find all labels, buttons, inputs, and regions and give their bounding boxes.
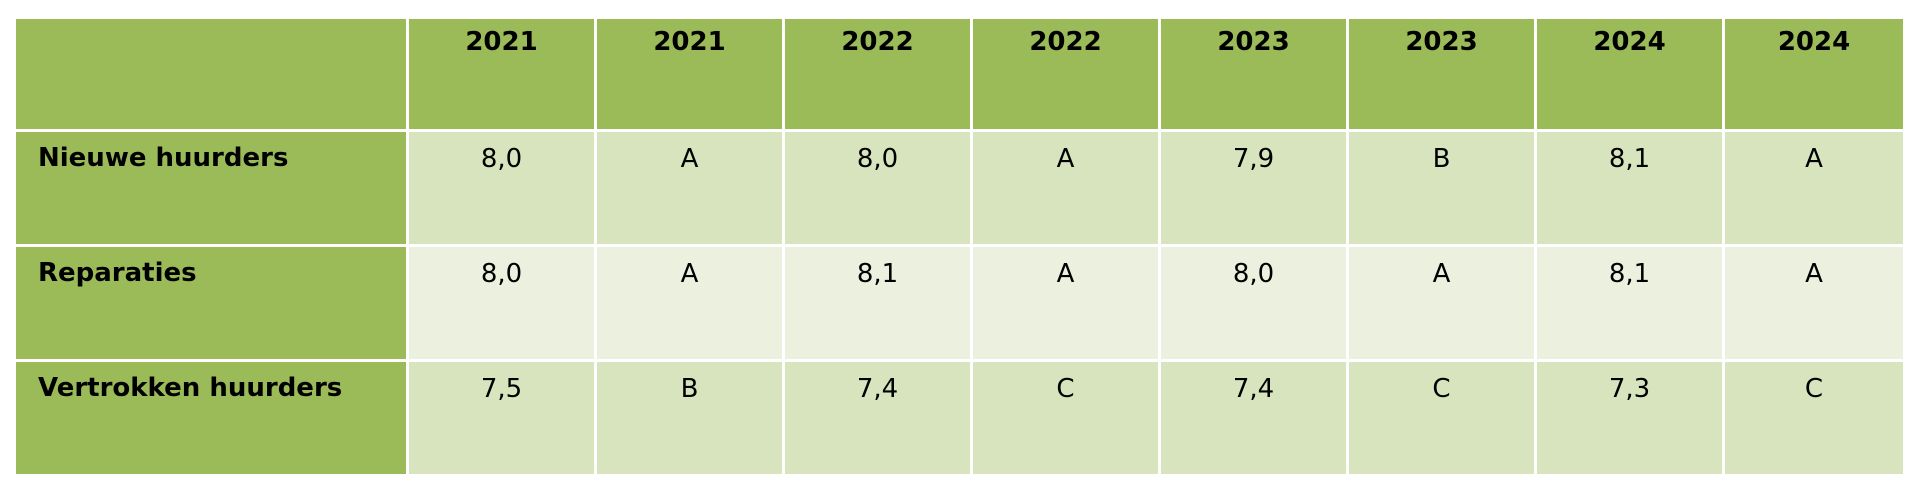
table-cell: 7,3 bbox=[1537, 362, 1722, 474]
table-cell: 7,4 bbox=[1161, 362, 1346, 474]
table-cell: B bbox=[1349, 132, 1534, 244]
table-cell: 8,1 bbox=[1537, 247, 1722, 359]
table-cell: 8,0 bbox=[785, 132, 970, 244]
header-cell: 2024 bbox=[1725, 19, 1903, 129]
table-row: Vertrokken huurders 7,5 B 7,4 C 7,4 C 7,3 C bbox=[16, 362, 1903, 474]
header-cell: 2022 bbox=[785, 19, 970, 129]
score-table: 2021 2021 2022 2022 2023 2023 2024 2024 Nieuwe … bbox=[13, 16, 1906, 477]
header-cell: 2022 bbox=[973, 19, 1158, 129]
table-cell: 8,1 bbox=[1537, 132, 1722, 244]
table-cell: B bbox=[597, 362, 782, 474]
table-cell: A bbox=[597, 132, 782, 244]
table-cell: C bbox=[1349, 362, 1534, 474]
table-cell: 8,1 bbox=[785, 247, 970, 359]
table-cell: 7,4 bbox=[785, 362, 970, 474]
row-label: Vertrokken huurders bbox=[16, 362, 406, 474]
table-cell: A bbox=[973, 132, 1158, 244]
table-body: Nieuwe huurders 8,0 A 8,0 A 7,9 B 8,1 A Reparatie… bbox=[16, 132, 1903, 474]
table-cell: 8,0 bbox=[1161, 247, 1346, 359]
header-cell: 2021 bbox=[409, 19, 594, 129]
table-cell: C bbox=[1725, 362, 1903, 474]
table-cell: A bbox=[597, 247, 782, 359]
table-cell: A bbox=[1349, 247, 1534, 359]
table-cell: A bbox=[973, 247, 1158, 359]
row-label: Nieuwe huurders bbox=[16, 132, 406, 244]
table-cell: 7,5 bbox=[409, 362, 594, 474]
header-corner bbox=[16, 19, 406, 129]
table-cell: 7,9 bbox=[1161, 132, 1346, 244]
row-label: Reparaties bbox=[16, 247, 406, 359]
header-cell: 2023 bbox=[1161, 19, 1346, 129]
header-cell: 2023 bbox=[1349, 19, 1534, 129]
table-cell: A bbox=[1725, 247, 1903, 359]
table-cell: C bbox=[973, 362, 1158, 474]
header-cell: 2024 bbox=[1537, 19, 1722, 129]
table-cell: 8,0 bbox=[409, 132, 594, 244]
header-row: 2021 2021 2022 2022 2023 2023 2024 2024 bbox=[16, 19, 1903, 129]
table-cell: 8,0 bbox=[409, 247, 594, 359]
table-row: Nieuwe huurders 8,0 A 8,0 A 7,9 B 8,1 A bbox=[16, 132, 1903, 244]
table-cell: A bbox=[1725, 132, 1903, 244]
table-row: Reparaties 8,0 A 8,1 A 8,0 A 8,1 A bbox=[16, 247, 1903, 359]
header-cell: 2021 bbox=[597, 19, 782, 129]
